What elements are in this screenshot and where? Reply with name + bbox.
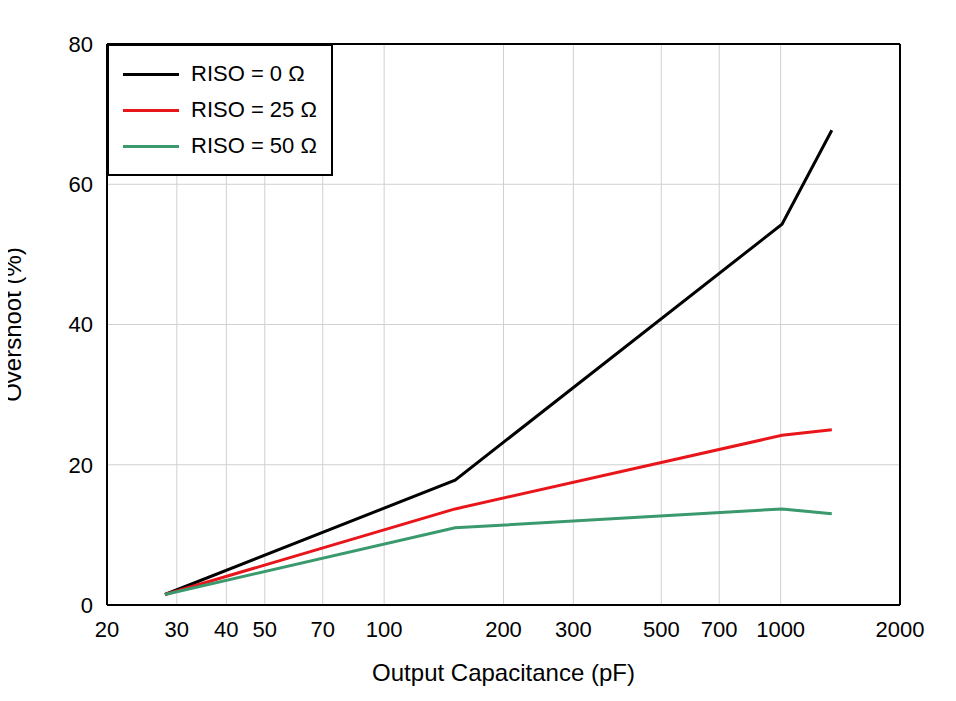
html-text:RISO = 25 Ω: RISO = 25 Ω — [191, 97, 317, 122]
svg-text:1000: 1000 — [756, 617, 805, 642]
svg-text:Overshoot (%): Overshoot (%) — [8, 247, 26, 402]
html-text:RISO = 50 Ω: RISO = 50 Ω — [191, 133, 317, 158]
svg-text:20: 20 — [69, 453, 93, 478]
svg-text:0: 0 — [81, 593, 93, 618]
html-text:RISO = 0 Ω: RISO = 0 Ω — [191, 61, 305, 86]
svg-text:40: 40 — [214, 617, 238, 642]
svg-text:500: 500 — [643, 617, 680, 642]
svg-text:20: 20 — [95, 617, 119, 642]
svg-text:300: 300 — [555, 617, 592, 642]
svg-text:100: 100 — [366, 617, 403, 642]
svg-text:70: 70 — [310, 617, 334, 642]
svg-text:700: 700 — [701, 617, 738, 642]
svg-text:2000: 2000 — [876, 617, 925, 642]
svg-text:200: 200 — [485, 617, 522, 642]
svg-text:40: 40 — [69, 312, 93, 337]
svg-text:Output Capacitance (pF): Output Capacitance (pF) — [372, 659, 635, 686]
svg-text:50: 50 — [253, 617, 277, 642]
svg-text:80: 80 — [69, 32, 93, 57]
svg-text:30: 30 — [165, 617, 189, 642]
svg-text:60: 60 — [69, 172, 93, 197]
